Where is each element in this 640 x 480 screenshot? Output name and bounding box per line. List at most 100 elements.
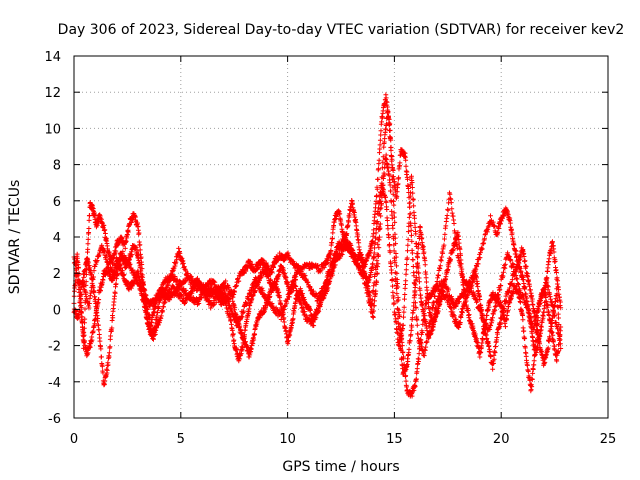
data-point xyxy=(85,241,91,247)
data-point xyxy=(374,186,380,192)
data-point xyxy=(378,128,384,134)
data-point xyxy=(82,316,88,322)
data-point xyxy=(99,354,104,360)
data-point xyxy=(372,245,377,251)
data-point xyxy=(403,267,409,273)
data-point xyxy=(92,294,98,300)
data-point xyxy=(475,261,481,267)
data-point xyxy=(377,142,383,148)
data-point xyxy=(412,215,417,221)
data-point xyxy=(110,315,116,321)
data-points xyxy=(71,92,564,399)
data-point xyxy=(247,259,253,265)
data-point xyxy=(269,269,275,275)
data-point xyxy=(488,213,493,219)
data-point xyxy=(371,227,377,233)
data-point xyxy=(384,99,390,105)
data-point xyxy=(155,310,161,316)
data-point xyxy=(137,247,143,253)
data-point xyxy=(377,137,383,143)
data-point xyxy=(475,284,481,290)
data-point xyxy=(376,166,381,172)
data-point xyxy=(119,235,125,241)
data-point xyxy=(387,242,392,247)
data-point xyxy=(413,376,419,382)
data-point xyxy=(401,314,406,320)
data-point xyxy=(424,279,429,285)
data-point xyxy=(394,263,399,269)
data-point xyxy=(376,157,382,163)
data-point xyxy=(503,324,508,330)
data-point xyxy=(104,367,110,373)
data-point xyxy=(123,239,129,245)
data-point xyxy=(85,236,91,242)
data-point xyxy=(522,258,528,264)
data-point xyxy=(374,193,380,199)
data-point xyxy=(406,347,412,352)
data-point xyxy=(416,351,422,356)
data-point xyxy=(85,246,91,252)
data-point xyxy=(531,358,537,364)
data-point xyxy=(556,315,561,321)
data-point xyxy=(410,307,416,313)
data-point xyxy=(176,246,182,251)
data-point xyxy=(247,258,253,264)
data-point xyxy=(412,220,418,226)
data-point xyxy=(102,227,108,233)
data-point xyxy=(422,262,428,268)
data-point xyxy=(416,356,422,362)
data-point xyxy=(417,225,423,231)
data-point xyxy=(339,222,345,228)
data-point xyxy=(402,296,407,302)
data-point xyxy=(375,176,381,182)
data-point xyxy=(86,226,92,231)
data-point xyxy=(333,216,339,222)
data-point xyxy=(402,292,408,297)
data-point xyxy=(370,314,376,320)
data-point xyxy=(125,229,131,235)
data-point xyxy=(315,262,321,268)
data-point xyxy=(271,265,276,270)
data-point xyxy=(96,327,102,333)
data-point xyxy=(457,246,463,252)
data-point xyxy=(412,384,418,389)
data-point xyxy=(160,308,166,314)
data-point xyxy=(404,384,410,390)
data-point xyxy=(87,213,92,218)
data-point xyxy=(405,248,410,254)
data-point xyxy=(528,387,534,393)
data-point xyxy=(405,242,411,248)
data-point xyxy=(403,378,409,384)
data-point xyxy=(281,319,287,325)
data-point xyxy=(86,218,92,223)
data-point xyxy=(106,350,112,356)
data-point xyxy=(180,261,186,266)
data-point xyxy=(403,271,409,277)
data-point xyxy=(409,393,415,399)
data-point xyxy=(400,322,406,328)
data-point xyxy=(256,265,262,270)
data-point xyxy=(243,268,249,274)
data-point xyxy=(113,248,119,254)
data-point xyxy=(173,259,179,265)
data-point xyxy=(128,220,134,225)
data-point xyxy=(383,200,389,205)
data-point xyxy=(408,328,414,333)
data-point xyxy=(521,328,527,334)
data-point xyxy=(419,330,425,335)
data-point xyxy=(392,220,398,225)
data-point xyxy=(373,230,379,236)
data-point xyxy=(113,281,119,287)
data-point xyxy=(356,240,362,246)
data-point xyxy=(490,366,496,372)
data-point xyxy=(137,242,143,248)
data-point xyxy=(384,207,390,212)
data-point xyxy=(413,231,419,237)
data-point xyxy=(328,248,334,253)
data-point xyxy=(384,218,390,223)
data-point xyxy=(136,230,142,236)
data-point xyxy=(530,371,536,376)
data-point xyxy=(456,299,462,305)
data-point xyxy=(385,226,391,232)
